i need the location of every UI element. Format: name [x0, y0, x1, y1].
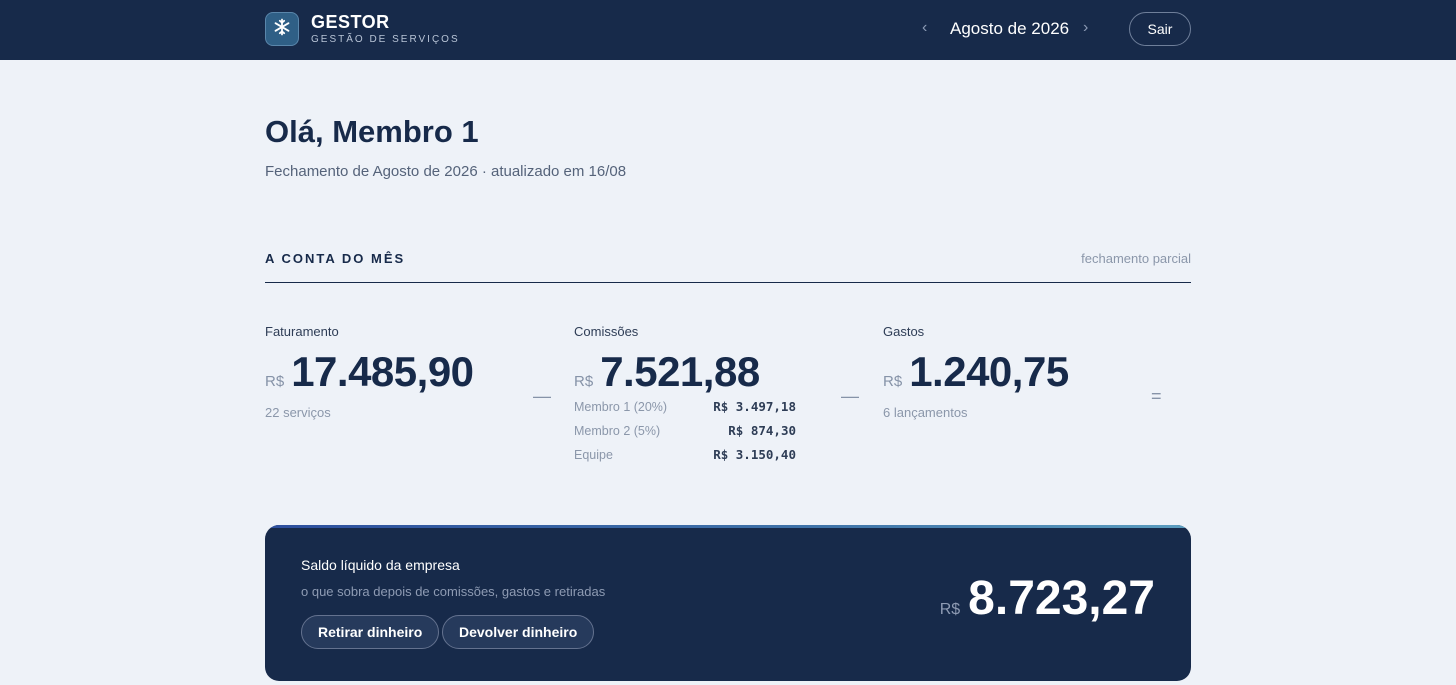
- balance-value: 8.723,27: [968, 572, 1155, 625]
- commissions-metric: Comissões R$ 7.521,88 Membro 1 (20%) R$ …: [574, 324, 864, 471]
- breakdown-name: Equipe: [574, 448, 613, 462]
- commissions-currency: R$: [574, 373, 594, 390]
- card-accent-bar: [265, 525, 1191, 528]
- revenue-note: 22 serviços: [265, 405, 331, 420]
- breakdown-row: Membro 2 (5%) R$ 874,30: [574, 423, 796, 447]
- commissions-breakdown: Membro 1 (20%) R$ 3.497,18 Membro 2 (5%)…: [574, 399, 796, 471]
- equals-operator: =: [1151, 386, 1162, 406]
- expenses-metric: Gastos R$ 1.240,75 6 lançamentos: [883, 324, 1173, 420]
- minus-operator: —: [841, 386, 859, 406]
- expenses-label: Gastos: [883, 324, 925, 339]
- revenue-currency: R$: [265, 373, 285, 390]
- brand-name: GESTOR: [311, 12, 390, 32]
- snowflake-icon: [273, 18, 291, 41]
- breakdown-name: Membro 1 (20%): [574, 400, 668, 414]
- expenses-currency: R$: [883, 373, 903, 390]
- revenue-metric: Faturamento R$ 17.485,90 22 serviços: [265, 324, 555, 420]
- section-divider: [265, 282, 1191, 283]
- balance-title: Saldo líquido da empresa: [301, 557, 460, 573]
- next-month-button[interactable]: ›: [1083, 19, 1089, 36]
- balance-description: o que sobra depois de comissões, gastos …: [301, 584, 606, 599]
- breakdown-row: Equipe R$ 3.150,40: [574, 447, 796, 471]
- logo: [265, 12, 299, 46]
- revenue-value: 17.485,90: [291, 348, 474, 395]
- revenue-value-row: R$ 17.485,90: [265, 351, 555, 393]
- current-month-label: Agosto de 2026: [950, 19, 1070, 38]
- page-subtitle: Fechamento de Agosto de 2026 · atualizad…: [265, 163, 627, 180]
- balance-currency: R$: [939, 601, 961, 618]
- revenue-label: Faturamento: [265, 324, 339, 339]
- breakdown-name: Membro 2 (5%): [574, 424, 661, 438]
- withdraw-money-button[interactable]: Retirar dinheiro: [301, 615, 440, 649]
- return-money-button[interactable]: Devolver dinheiro: [442, 615, 595, 649]
- expenses-note: 6 lançamentos: [883, 405, 968, 420]
- net-balance-card: Saldo líquido da empresa o que sobra dep…: [265, 525, 1191, 681]
- commissions-value-row: R$ 7.521,88: [574, 351, 864, 393]
- section-title: A CONTA DO MÊS: [265, 251, 406, 266]
- commissions-label: Comissões: [574, 324, 639, 339]
- balance-amount: R$ 8.723,27: [940, 575, 1155, 623]
- breakdown-value: R$ 3.150,40: [713, 447, 796, 462]
- breakdown-value: R$ 874,30: [728, 423, 796, 438]
- previous-month-button[interactable]: ‹: [922, 19, 928, 36]
- commissions-value: 7.521,88: [600, 348, 760, 395]
- breakdown-row: Membro 1 (20%) R$ 3.497,18: [574, 399, 796, 423]
- expenses-value: 1.240,75: [909, 348, 1069, 395]
- logout-button[interactable]: Sair: [1129, 12, 1191, 46]
- breakdown-value: R$ 3.497,18: [713, 399, 796, 414]
- brand-subtitle: GESTÃO DE SERVIÇOS: [311, 34, 460, 45]
- minus-operator: —: [533, 386, 551, 406]
- top-bar: GESTOR GESTÃO DE SERVIÇOS ‹ Agosto de 20…: [0, 0, 1456, 60]
- expenses-value-row: R$ 1.240,75: [883, 351, 1173, 393]
- page-title: Olá, Membro 1: [265, 114, 479, 149]
- section-status: fechamento parcial: [1081, 251, 1191, 266]
